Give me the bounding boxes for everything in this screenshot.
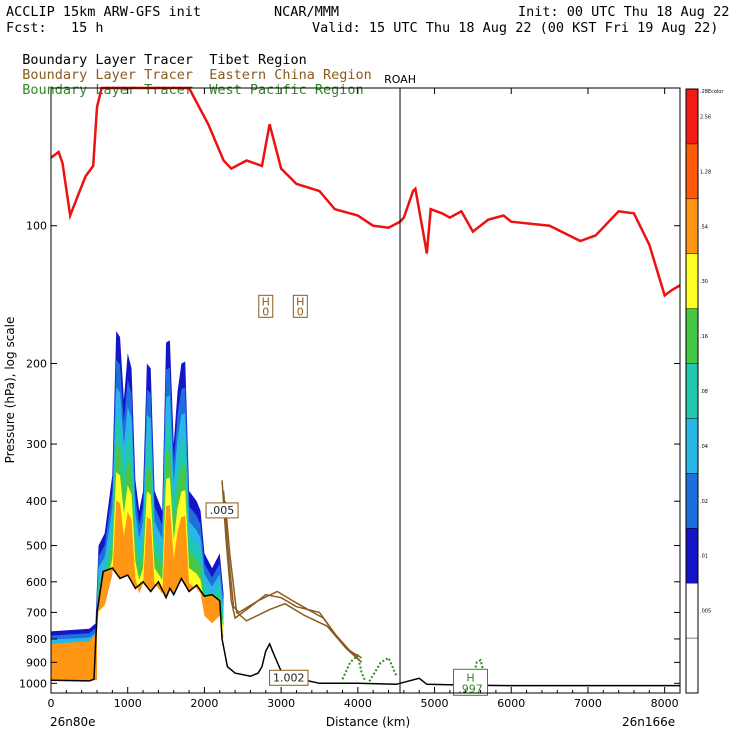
- colorbar-swatch: [686, 253, 698, 309]
- colorbar-label: .04: [700, 444, 708, 450]
- west-pacific-contour: [341, 653, 367, 682]
- header-init: Init: 00 UTC Thu 18 Aug 22: [518, 4, 730, 20]
- y-tick-label: 400: [26, 495, 47, 508]
- x-tick-label: 3000: [267, 697, 295, 710]
- legend-entry-eastern-china: Boundary Layer Tracer Eastern China Regi…: [6, 51, 372, 83]
- x-tick-label: 8000: [651, 697, 679, 710]
- x-tick-label: 5000: [421, 697, 449, 710]
- colorbar: 2.56 1.28 .54 .30 .16 .08 .04 .02 .01 .005 .28Ecol…: [685, 88, 724, 694]
- h-label-box: [292, 294, 308, 318]
- value-label-box: [205, 502, 239, 519]
- colorbar-swatch: [686, 89, 698, 144]
- right-endpoint-label: 26n166e: [622, 715, 675, 729]
- h-value-label: 0: [297, 305, 304, 318]
- legend-region: Eastern China Region: [209, 67, 372, 83]
- h-value-label: .997: [458, 682, 483, 695]
- roah-marker-label: ROAH: [384, 73, 416, 86]
- x-tick-label: 6000: [497, 697, 525, 710]
- plot-frame: [50, 87, 681, 694]
- colorbar-label: .005: [700, 609, 711, 615]
- legend-entry-tibet: Boundary Layer Tracer Tibet Region: [6, 36, 307, 68]
- colorbar-swatch: [686, 143, 698, 199]
- header-valid: Valid: 15 UTC Thu 18 Aug 22 (00 KST Fri …: [312, 20, 719, 36]
- y-tick-label: 500: [26, 540, 47, 553]
- tracer-contours: [221, 480, 486, 682]
- colorbar-frame: [685, 88, 699, 694]
- h-label-box: [258, 294, 274, 318]
- colorbar-swatch: [686, 308, 698, 364]
- y-tick-label: 300: [26, 438, 47, 451]
- legend-entry-west-pacific: Boundary Layer Tracer West Pacific Regio…: [6, 66, 364, 98]
- legend-label: Boundary Layer Tracer: [22, 82, 193, 98]
- value-label: .005: [210, 504, 235, 517]
- value-label: 1.002: [273, 671, 305, 684]
- colorbar-swatch: [686, 528, 698, 584]
- y-tick-label: 200: [26, 357, 47, 370]
- y-tick-label: 1000: [19, 677, 47, 690]
- colorbar-label: .16: [700, 334, 708, 340]
- colorbar-label: .02: [700, 499, 708, 505]
- colorbar-label: 1.28: [700, 169, 711, 175]
- tracer-fill: [51, 331, 224, 681]
- value-label-box: [269, 669, 309, 686]
- legend-label: Boundary Layer Tracer: [22, 67, 193, 83]
- colorbar-label: .54: [700, 224, 708, 230]
- colorbar-swatch: [686, 638, 698, 693]
- h-value-label: 0: [262, 305, 269, 318]
- colorbar-label: .08: [700, 389, 708, 395]
- colorbar-swatch: [686, 418, 698, 474]
- x-tick-label: 4000: [344, 697, 372, 710]
- eastern-china-contour: [224, 501, 363, 663]
- eastern-china-contour: [221, 480, 363, 659]
- y-tick-label: 900: [26, 656, 47, 669]
- colorbar-swatch: [686, 363, 698, 419]
- header-model: ACCLIP 15km ARW-GFS init: [6, 4, 202, 20]
- colorbar-swatch: [686, 473, 698, 529]
- colorbar-swatch: [686, 198, 698, 254]
- y-tick-label: 700: [26, 606, 47, 619]
- x-tick-label: 2000: [190, 697, 218, 710]
- tracer-band-lower: [51, 612, 98, 681]
- x-tick-label: 7000: [574, 697, 602, 710]
- chart-lines: [50, 86, 681, 693]
- legend-region: Tibet Region: [209, 52, 307, 68]
- header-fcst: Fcst: 15 h: [6, 20, 104, 36]
- west-pacific-contour: [368, 656, 398, 682]
- y-tick-label: 600: [26, 576, 47, 589]
- tropopause-line: [50, 86, 681, 298]
- y-axis-label: Pressure (hPa), log scale: [3, 317, 17, 464]
- colorbar-swatch: [686, 583, 698, 639]
- colorbar-label: .30: [700, 279, 708, 285]
- x-axis-label: Distance (km): [326, 715, 410, 729]
- header-org: NCAR/MMM: [274, 4, 340, 20]
- x-tick-label: 1000: [114, 697, 142, 710]
- x-tick-label: 0: [48, 697, 55, 710]
- h-label: H: [296, 295, 304, 308]
- colorbar-label: 2.56: [700, 114, 711, 120]
- h-label: H: [466, 671, 474, 684]
- legend-label: Boundary Layer Tracer: [22, 52, 193, 68]
- h-label: H: [262, 295, 270, 308]
- chart-axes: 0 1000 2000 3000 4000 5000 6000 7000 80001002003…: [19, 88, 680, 710]
- legend-region: West Pacific Region: [209, 82, 364, 98]
- left-endpoint-label: 26n80e: [50, 715, 96, 729]
- h-label-box: [453, 668, 489, 696]
- tracer-band: [51, 500, 224, 681]
- colorbar-top-label: .28Ecolor: [700, 89, 724, 95]
- eastern-china-contour: [222, 490, 359, 659]
- surface-line: [50, 567, 680, 687]
- colorbar-label: .01: [700, 554, 708, 560]
- tracer-band: [51, 331, 224, 681]
- y-tick-label: 100: [26, 220, 47, 233]
- y-tick-label: 800: [26, 633, 47, 646]
